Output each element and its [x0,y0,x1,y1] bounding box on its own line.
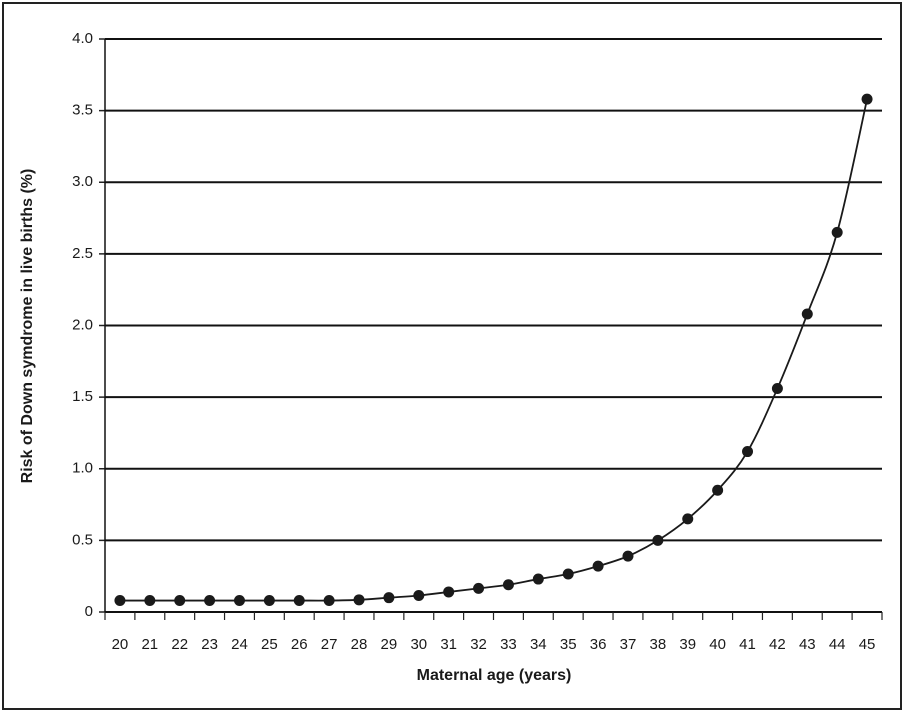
x-tick-label: 29 [381,636,398,653]
x-tick-label: 38 [650,636,667,653]
x-axis-label: Maternal age (years) [417,667,572,684]
x-tick-label: 37 [620,636,637,653]
marker [174,595,186,607]
y-tick-label: 0 [85,603,93,620]
marker [233,595,245,607]
x-tick-label: 22 [171,636,188,653]
marker [144,595,156,607]
x-tick-label: 26 [291,636,308,653]
x-tick-label: 41 [739,636,756,653]
x-tick-label: 33 [500,636,517,653]
y-tick-label: 1.0 [72,460,93,477]
marker [502,579,514,591]
x-tick-label: 27 [321,636,338,653]
marker [592,560,604,572]
marker [293,595,305,607]
marker [801,308,813,320]
x-tick-label: 24 [231,636,248,653]
y-tick-label: 1.5 [72,388,93,405]
marker [114,595,126,607]
x-tick-label: 36 [590,636,607,653]
y-tick-label: 2.0 [72,316,93,333]
marker [473,582,485,594]
marker [263,595,275,607]
x-tick-label: 39 [679,636,696,653]
marker [532,573,544,585]
x-tick-label: 28 [351,636,368,653]
x-tick-label: 23 [201,636,218,653]
x-tick-label: 30 [410,636,427,653]
marker [413,590,425,602]
x-tick-label: 35 [560,636,577,653]
x-tick-label: 45 [859,636,876,653]
marker [771,383,783,395]
y-tick-label: 3.5 [72,102,93,119]
x-tick-label: 40 [709,636,726,653]
y-tick-label: 4.0 [72,30,93,47]
y-tick-label: 3.0 [72,173,93,190]
x-tick-label: 20 [112,636,129,653]
y-tick-label: 0.5 [72,531,93,548]
marker [323,595,335,607]
marker [383,592,395,604]
marker [204,595,216,607]
x-tick-label: 32 [470,636,487,653]
marker [353,594,365,606]
marker [682,513,694,525]
y-tick-label: 2.5 [72,245,93,262]
marker [861,93,873,105]
y-axis-label: Risk of Down symdrome in live births (%) [19,169,36,484]
x-tick-label: 21 [141,636,158,653]
marker [742,446,754,458]
x-tick-label: 31 [440,636,457,653]
x-tick-label: 44 [829,636,846,653]
marker [712,484,724,496]
x-tick-label: 42 [769,636,786,653]
x-tick-label: 25 [261,636,278,653]
x-tick-label: 34 [530,636,547,653]
line [119,98,868,602]
x-tick-label: 43 [799,636,816,653]
marker [831,226,843,238]
marker [443,586,455,598]
marker [562,568,574,580]
marker [652,534,664,546]
marker [622,550,634,562]
